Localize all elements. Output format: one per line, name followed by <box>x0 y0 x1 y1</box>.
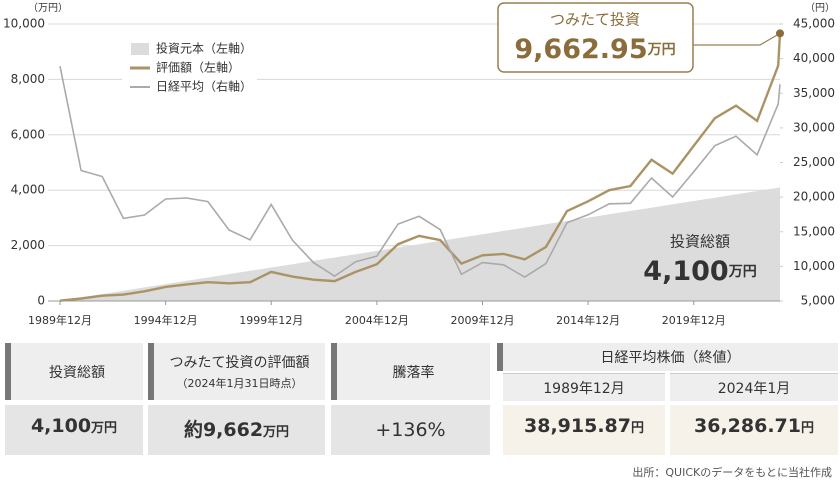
table-header: 騰落率 <box>331 343 490 400</box>
value-text: 36,286.71 <box>694 415 801 437</box>
value-text: 約9,662 <box>183 419 264 441</box>
callout-title: つみたて投資 <box>550 11 640 29</box>
value-unit: 円 <box>800 421 814 436</box>
nikkei-title: 日経平均株価（終値） <box>497 343 838 371</box>
total-unit: 万円 <box>728 264 757 280</box>
table-value: 約9,662 万円 <box>148 405 325 455</box>
callout-value: 9,662.95万円 <box>514 34 675 65</box>
right-axis-unit: （円） <box>805 2 835 14</box>
value-text: 38,915.87 <box>524 415 631 437</box>
y-tick-label: 8,000 <box>11 72 45 86</box>
legend-label: 日経平均（右軸） <box>156 79 252 94</box>
nikkei-value: 38,915.87 円 <box>503 405 665 455</box>
y-tick-label: 10,000 <box>3 17 45 31</box>
y2-tick-label: 10,000 <box>793 259 835 273</box>
y2-tick-label: 25,000 <box>793 155 835 169</box>
total-title: 投資総額 <box>670 233 730 251</box>
total-number: 4,100 <box>643 256 728 287</box>
table-header: つみたて投資の評価額 （2024年1月31日時点） <box>148 343 325 400</box>
nikkei-column-label: 1989年12月 <box>503 373 665 401</box>
y-tick-label: 0 <box>37 294 45 308</box>
callout-number: 9,662.95 <box>514 34 647 65</box>
nikkei-column-label: 2024年1月 <box>670 373 838 401</box>
y2-tick-label: 35,000 <box>793 86 835 100</box>
header-text: 投資総額 <box>49 364 105 381</box>
y2-tick-label: 20,000 <box>793 190 835 204</box>
label-text: 1989年12月 <box>543 380 625 397</box>
header-text: つみたて投資の評価額 <box>169 355 310 371</box>
callout-leader <box>693 32 781 46</box>
x-tick-label: 2004年12月 <box>345 313 409 327</box>
title-text: 日経平均株価（終値） <box>600 350 741 366</box>
callout-unit: 万円 <box>647 42 676 58</box>
header-note: （2024年1月31日時点） <box>176 377 303 390</box>
x-tick-label: 2019年12月 <box>662 313 726 327</box>
total-value: 4,100万円 <box>643 256 756 287</box>
y2-tick-label: 15,000 <box>793 224 835 238</box>
area <box>60 187 780 301</box>
x-tick-label: 2009年12月 <box>450 313 514 327</box>
x-tick-label: 2014年12月 <box>556 313 620 327</box>
callout-point <box>776 29 784 38</box>
callout-box <box>497 2 694 73</box>
y2-tick-label: 5,000 <box>801 294 835 308</box>
value-unit: 円 <box>630 421 644 436</box>
x-tick-label: 1989年12月 <box>28 313 92 327</box>
value-text: 4,100 <box>30 415 92 437</box>
legend-label: 評価額（左軸） <box>156 60 240 75</box>
legend-swatch <box>131 43 149 55</box>
y2-tick-label: 45,000 <box>793 17 835 31</box>
y-tick-label: 6,000 <box>11 127 45 141</box>
source: 出所：QUICKのデータをもとに当社作成 <box>632 466 832 479</box>
y2-tick-label: 30,000 <box>793 120 835 134</box>
table-value: 4,100 万円 <box>5 405 143 455</box>
chart: （万円） （円） 0 2,000 4,000 6,000 8,000 10,000 5,00… <box>3 2 835 327</box>
value-unit: 万円 <box>91 421 118 436</box>
line <box>59 65 781 279</box>
value-text: +136% <box>375 419 446 441</box>
line <box>59 33 782 302</box>
legend-label: 投資元本（左軸） <box>156 41 252 56</box>
table-header: 投資総額 <box>5 343 143 400</box>
x-tick-label: 1999年12月 <box>239 313 303 327</box>
label-text: 2024年1月 <box>717 380 791 397</box>
header-text: 騰落率 <box>392 364 435 381</box>
y-tick-label: 2,000 <box>11 238 45 252</box>
legend: 投資元本（左軸） 評価額（左軸） 日経平均（右軸） <box>122 36 257 100</box>
nikkei-value: 36,286.71 円 <box>670 405 838 455</box>
x-tick-label: 1994年12月 <box>134 313 198 327</box>
y2-tick-label: 40,000 <box>793 51 835 65</box>
left-axis-unit: （万円） <box>28 2 68 14</box>
table-value: +136% <box>331 405 490 455</box>
value-unit: 万円 <box>263 425 290 440</box>
y-tick-label: 4,000 <box>11 183 45 197</box>
